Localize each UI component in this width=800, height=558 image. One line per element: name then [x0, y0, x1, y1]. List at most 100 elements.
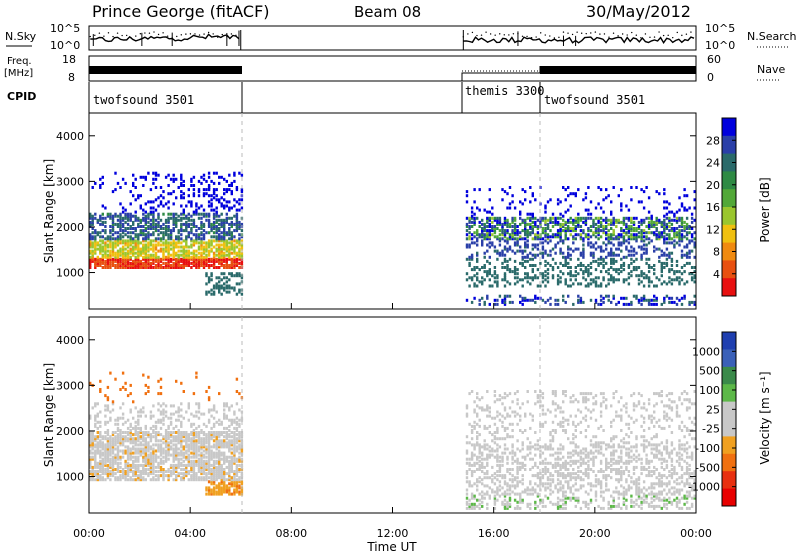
- heatmap-cell: [504, 217, 506, 220]
- heatmap-cell: [109, 250, 111, 253]
- heatmap-cell: [228, 406, 230, 409]
- heatmap-cell: [466, 470, 468, 473]
- heatmap-cell: [494, 472, 496, 475]
- heatmap-cell: [195, 411, 197, 414]
- heatmap-cell: [501, 198, 503, 201]
- heatmap-cell: [600, 229, 602, 232]
- heatmap-cell: [486, 491, 488, 494]
- heatmap-cell: [466, 244, 468, 247]
- heatmap-cell: [666, 262, 668, 265]
- heatmap-cell: [534, 254, 536, 257]
- heatmap-cell: [506, 433, 508, 436]
- heatmap-cell: [686, 262, 688, 265]
- heatmap-cell: [516, 225, 518, 228]
- heatmap-cell: [630, 274, 632, 277]
- heatmap-cell: [618, 272, 620, 275]
- heatmap-cell: [537, 276, 539, 279]
- heatmap-cell: [157, 256, 159, 259]
- heatmap-cell: [527, 280, 529, 283]
- heatmap-cell: [130, 225, 132, 228]
- heatmap-cell: [180, 182, 182, 185]
- heatmap-cell: [180, 190, 182, 193]
- heatmap-cell: [140, 176, 142, 179]
- heatmap-cell: [582, 198, 584, 201]
- heatmap-cell: [479, 406, 481, 409]
- heatmap-cell: [486, 229, 488, 232]
- heatmap-cell: [524, 250, 526, 253]
- heatmap-cell: [511, 200, 513, 203]
- heatmap-cell: [491, 466, 493, 469]
- heatmap-cell: [496, 303, 498, 306]
- heatmap-cell: [683, 207, 685, 210]
- heatmap-cell: [210, 278, 212, 281]
- heatmap-cell: [524, 237, 526, 240]
- heatmap-cell: [468, 235, 470, 238]
- nsearch-dot: [622, 33, 623, 34]
- heatmap-cell: [549, 235, 551, 238]
- heatmap-cell: [223, 282, 225, 285]
- heatmap-cell: [140, 441, 142, 444]
- heatmap-cell: [195, 209, 197, 212]
- heatmap-cell: [671, 241, 673, 244]
- heatmap-cell: [127, 394, 129, 397]
- heatmap-cell: [628, 235, 630, 238]
- heatmap-cell: [466, 299, 468, 302]
- heatmap-cell: [180, 468, 182, 471]
- heatmap-cell: [205, 472, 207, 475]
- heatmap-cell: [549, 229, 551, 232]
- heatmap-cell: [496, 415, 498, 418]
- nsearch-dot: [576, 31, 577, 32]
- heatmap-cell: [137, 217, 139, 220]
- heatmap-cell: [489, 198, 491, 201]
- heatmap-cell: [170, 217, 172, 220]
- heatmap-cell: [466, 258, 468, 261]
- heatmap-cell: [486, 270, 488, 273]
- heatmap-cell: [595, 268, 597, 271]
- heatmap-cell: [223, 272, 225, 275]
- heatmap-cell: [668, 225, 670, 228]
- heatmap-cell: [200, 231, 202, 234]
- heatmap-cell: [567, 252, 569, 255]
- heatmap-cell: [572, 241, 574, 244]
- heatmap-cell: [514, 499, 516, 502]
- heatmap-cell: [167, 200, 169, 203]
- heatmap-cell: [630, 250, 632, 253]
- heatmap-cell: [595, 217, 597, 220]
- heatmap-cell: [162, 441, 164, 444]
- heatmap-cell: [198, 207, 200, 210]
- heatmap-cell: [195, 460, 197, 463]
- heatmap-cell: [504, 503, 506, 506]
- heatmap-cell: [481, 396, 483, 399]
- heatmap-cell: [471, 207, 473, 210]
- heatmap-cell: [620, 297, 622, 300]
- heatmap-cell: [107, 254, 109, 257]
- heatmap-cell: [132, 215, 134, 218]
- heatmap-cell: [94, 478, 96, 481]
- heatmap-cell: [522, 297, 524, 300]
- heatmap-cell: [635, 252, 637, 255]
- heatmap-cell: [178, 472, 180, 475]
- heatmap-cell: [600, 262, 602, 265]
- heatmap-cell: [559, 223, 561, 226]
- heatmap-cell: [193, 188, 195, 191]
- heatmap-cell: [489, 431, 491, 434]
- heatmap-cell: [203, 423, 205, 426]
- heatmap-cell: [476, 456, 478, 459]
- heatmap-cell: [94, 450, 96, 453]
- heatmap-cell: [167, 474, 169, 477]
- heatmap-cell: [200, 237, 202, 240]
- heatmap-cell: [673, 270, 675, 273]
- heatmap-cell: [226, 478, 228, 481]
- heatmap-cell: [228, 200, 230, 203]
- heatmap-cell: [630, 258, 632, 261]
- heatmap-cell: [104, 468, 106, 471]
- heatmap-cell: [557, 198, 559, 201]
- heatmap-cell: [180, 223, 182, 226]
- heatmap-cell: [167, 417, 169, 420]
- heatmap-cell: [534, 217, 536, 220]
- heatmap-cell: [160, 200, 162, 203]
- heatmap-cell: [509, 423, 511, 426]
- heatmap-cell: [605, 248, 607, 251]
- heatmap-cell: [575, 248, 577, 251]
